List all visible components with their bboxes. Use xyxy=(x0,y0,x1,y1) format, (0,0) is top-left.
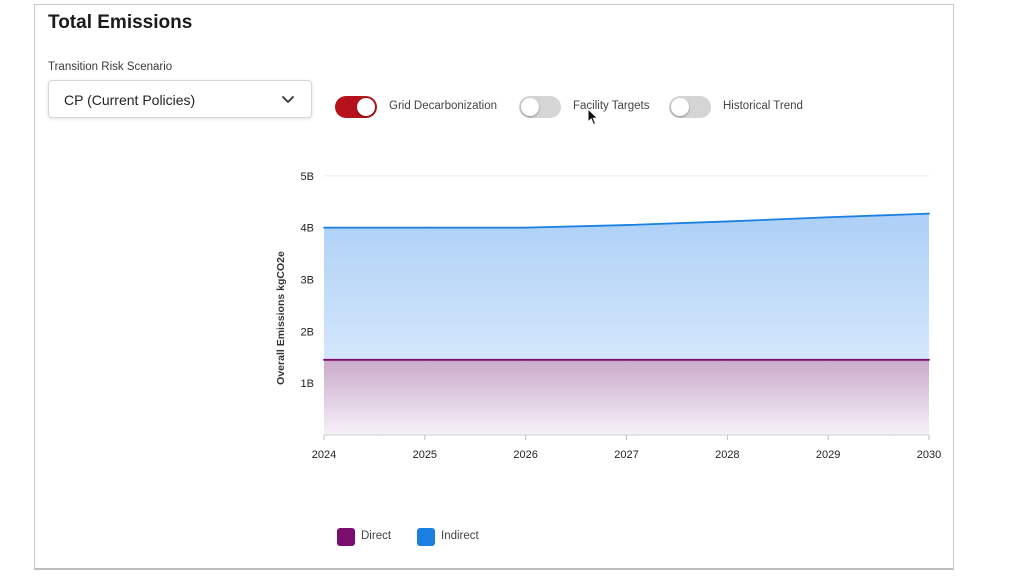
scenario-selected-value: CP (Current Policies) xyxy=(64,92,196,108)
x-tick-label: 2024 xyxy=(312,449,336,461)
y-tick-label: 4B xyxy=(301,223,314,235)
scenario-select[interactable]: CP (Current Policies) xyxy=(48,80,312,118)
data-point-indirect xyxy=(827,216,830,219)
data-point-direct xyxy=(524,358,527,361)
axes: 1B 2B 3B 4B 5B 2024 2025 2026 2027 2028 2029 2030 Ov… xyxy=(275,171,941,461)
toggle-label-grid-decarbonization: Grid Decarbonization xyxy=(389,100,498,112)
emissions-area-chart: 1B 2B 3B 4B 5B 2024 2025 2026 2027 2028 2029 2030 Ov… xyxy=(275,171,941,461)
toggle-label-historical-trend: Historical Trend xyxy=(723,100,803,112)
data-point-indirect xyxy=(726,220,729,223)
legend-label-direct: Direct xyxy=(361,530,392,542)
x-tick-label: 2029 xyxy=(816,449,840,461)
data-point-indirect xyxy=(625,224,628,226)
area-fill-direct xyxy=(324,359,929,435)
legend-swatch-indirect xyxy=(417,528,435,546)
data-point-direct xyxy=(726,358,729,361)
legend-label-indirect: Indirect xyxy=(441,530,479,542)
data-point-indirect xyxy=(423,226,426,229)
data-point-indirect xyxy=(928,212,930,215)
toggle-knob xyxy=(671,98,689,116)
toggle-knob xyxy=(357,98,375,116)
data-point-direct xyxy=(928,358,930,361)
x-tick-label: 2028 xyxy=(715,449,739,461)
toggle-label-facility-targets: Facility Targets xyxy=(573,100,650,112)
y-axis-title: Overall Emissions kgCO2e xyxy=(275,251,287,385)
data-point-direct xyxy=(323,358,325,361)
data-point-indirect xyxy=(323,226,325,229)
chevron-down-icon xyxy=(282,96,294,103)
x-tick-label: 2025 xyxy=(413,449,437,461)
legend-swatch-direct xyxy=(337,528,355,546)
x-tick-label: 2027 xyxy=(614,449,638,461)
data-point-indirect xyxy=(524,226,527,229)
mouse-pointer-icon xyxy=(587,108,599,126)
scenario-label: Transition Risk Scenario xyxy=(48,61,173,73)
area-series xyxy=(323,212,930,435)
y-tick-label: 2B xyxy=(301,326,314,338)
y-tick-label: 1B xyxy=(301,378,314,390)
y-tick-label: 3B xyxy=(301,274,314,286)
toggle-knob xyxy=(521,98,539,116)
data-point-direct xyxy=(423,358,426,361)
y-tick-label: 5B xyxy=(301,171,314,183)
data-point-direct xyxy=(625,358,628,361)
card-title: Total Emissions xyxy=(48,12,193,33)
x-tick-label: 2026 xyxy=(513,449,537,461)
data-point-direct xyxy=(827,358,830,361)
x-tick-label: 2030 xyxy=(917,449,941,461)
total-emissions-card: Total Emissions Transition Risk Scenario… xyxy=(34,4,954,570)
